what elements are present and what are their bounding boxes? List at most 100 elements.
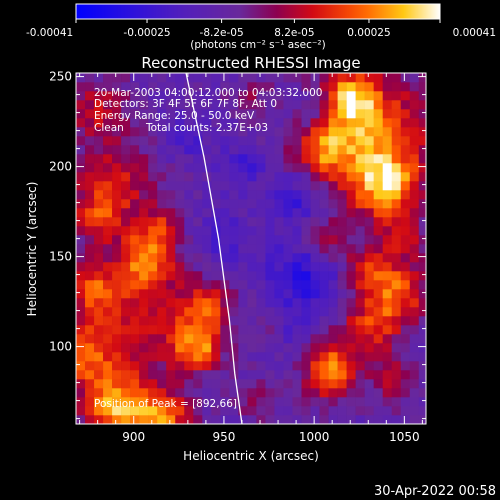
heatmap-cell: [202, 91, 212, 101]
heatmap-cell: [328, 280, 338, 290]
heatmap-cell: [229, 379, 239, 389]
heatmap-cell: [319, 181, 329, 191]
heatmap-cell: [229, 235, 239, 245]
heatmap-cell: [400, 109, 411, 119]
heatmap-cell: [139, 298, 149, 308]
x-tick-label: 950: [212, 430, 235, 444]
heatmap-cell: [283, 91, 293, 101]
heatmap-cell: [319, 154, 329, 164]
heatmap-cell: [364, 217, 374, 227]
heatmap-cell: [247, 172, 257, 182]
heatmap-cell: [175, 334, 185, 344]
heatmap-cell: [166, 109, 176, 119]
heatmap-cell: [247, 253, 257, 263]
heatmap-cell: [301, 298, 311, 308]
heatmap-cell: [328, 253, 338, 263]
heatmap-cell: [238, 397, 248, 407]
heatmap-cell: [238, 73, 248, 83]
heatmap-cell: [229, 334, 239, 344]
heatmap-cell: [94, 271, 104, 281]
heatmap-cell: [130, 118, 140, 128]
heatmap-cell: [382, 181, 393, 191]
heatmap-cell: [418, 262, 426, 272]
heatmap-cell: [373, 82, 383, 92]
heatmap-cell: [202, 217, 212, 227]
heatmap-cell: [292, 361, 302, 371]
heatmap-cell: [400, 127, 411, 137]
heatmap-cell: [418, 100, 426, 110]
heatmap-cell: [238, 109, 248, 119]
y-tick-label: 150: [49, 250, 72, 264]
heatmap-cell: [130, 289, 140, 299]
heatmap-cell: [418, 325, 426, 335]
heatmap-cell: [256, 163, 266, 173]
heatmap-cell: [373, 262, 383, 272]
heatmap-cell: [292, 226, 302, 236]
heatmap-cell: [283, 388, 293, 398]
heatmap-cell: [301, 118, 311, 128]
heatmap-cell: [94, 388, 104, 398]
heatmap-cell: [85, 271, 95, 281]
heatmap-cell: [355, 379, 365, 389]
heatmap-cell: [283, 361, 293, 371]
heatmap-cell: [274, 244, 284, 254]
heatmap-cell: [391, 109, 402, 119]
heatmap-cell: [103, 190, 113, 200]
heatmap-cell: [301, 316, 311, 326]
heatmap-cell: [355, 253, 365, 263]
heatmap-cell: [409, 388, 420, 398]
heatmap-cell: [94, 208, 104, 218]
heatmap-cell: [337, 190, 347, 200]
heatmap-cell: [157, 226, 167, 236]
heatmap-cell: [229, 415, 239, 424]
heatmap-cell: [400, 271, 411, 281]
heatmap-cell: [310, 118, 320, 128]
heatmap-cell: [175, 379, 185, 389]
heatmap-cell: [283, 127, 293, 137]
heatmap-cell: [202, 190, 212, 200]
heatmap-cell: [355, 334, 365, 344]
heatmap-cell: [157, 397, 167, 407]
heatmap-cell: [202, 73, 212, 83]
heatmap-cell: [283, 352, 293, 362]
heatmap-cell: [382, 262, 393, 272]
heatmap-cell: [337, 370, 347, 380]
heatmap-cell: [409, 352, 420, 362]
heatmap-cell: [301, 181, 311, 191]
heatmap-cell: [400, 118, 411, 128]
heatmap-cell: [418, 334, 426, 344]
heatmap-cell: [346, 226, 356, 236]
heatmap-cell: [103, 73, 113, 83]
heatmap-cell: [283, 253, 293, 263]
heatmap-cell: [175, 298, 185, 308]
heatmap-cell: [301, 289, 311, 299]
heatmap-cell: [265, 280, 275, 290]
heatmap-cell: [310, 379, 320, 389]
heatmap-cell: [337, 361, 347, 371]
heatmap-cell: [391, 154, 402, 164]
heatmap-cell: [373, 370, 383, 380]
heatmap-cell: [274, 361, 284, 371]
heatmap-cell: [202, 208, 212, 218]
heatmap-cell: [409, 118, 420, 128]
heatmap-cell: [400, 370, 411, 380]
heatmap-cell: [328, 208, 338, 218]
heatmap-cell: [301, 406, 311, 416]
heatmap-cell: [355, 199, 365, 209]
heatmap-cell: [328, 316, 338, 326]
heatmap-cell: [112, 199, 122, 209]
heatmap-cell: [409, 109, 420, 119]
heatmap-cell: [220, 334, 230, 344]
heatmap-cell: [85, 118, 95, 128]
heatmap-cell: [310, 235, 320, 245]
heatmap-cell: [229, 325, 239, 335]
heatmap-cell: [211, 127, 221, 137]
heatmap-cell: [121, 118, 131, 128]
heatmap-cell: [166, 262, 176, 272]
heatmap-cell: [175, 244, 185, 254]
heatmap-cell: [355, 406, 365, 416]
heatmap-cell: [319, 253, 329, 263]
heatmap-cell: [283, 199, 293, 209]
heatmap-cell: [193, 379, 203, 389]
heatmap-cell: [310, 181, 320, 191]
